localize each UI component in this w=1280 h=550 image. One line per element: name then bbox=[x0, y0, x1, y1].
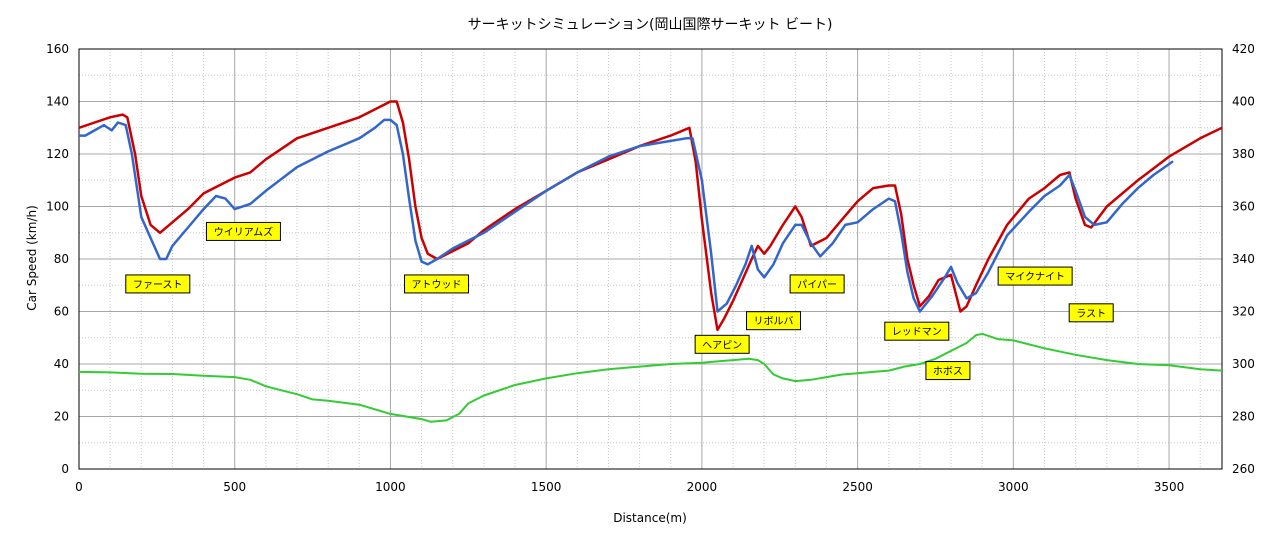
x-tick-label: 1500 bbox=[531, 480, 562, 494]
corner-label: ファースト bbox=[133, 280, 183, 291]
y2-tick-label: 320 bbox=[1232, 305, 1255, 319]
y-tick-label: 100 bbox=[46, 200, 69, 214]
chart-title: サーキットシミュレーション(岡山国際サーキット ビート) bbox=[468, 17, 833, 33]
y2-tick-label: 360 bbox=[1232, 200, 1255, 214]
corner-label-box bbox=[1068, 303, 1114, 323]
corner-label: ウイリアムズ bbox=[214, 225, 273, 238]
x-tick-label: 3500 bbox=[1154, 480, 1185, 494]
y-tick-label: 40 bbox=[54, 357, 69, 371]
y-tick-label: 120 bbox=[46, 147, 69, 161]
y-tick-label: 80 bbox=[54, 252, 69, 266]
corner-label: レッドマン bbox=[892, 327, 942, 338]
y2-tick-label: 380 bbox=[1232, 147, 1255, 161]
corner-label-box bbox=[125, 274, 191, 294]
corner-label-box bbox=[925, 361, 971, 381]
x-tick-label: 0 bbox=[75, 480, 83, 494]
corner-label-box bbox=[997, 266, 1073, 286]
corner-label: アトウッド bbox=[412, 279, 462, 291]
plot-border bbox=[78, 48, 1223, 470]
x-tick-label: 500 bbox=[223, 480, 246, 494]
y-tick-label: 140 bbox=[46, 95, 69, 109]
x-axis-label: Distance(m) bbox=[613, 511, 687, 525]
y2-tick-label: 420 bbox=[1232, 42, 1255, 56]
corner-label: パイパー bbox=[797, 279, 837, 291]
series-line-blue bbox=[79, 118, 1174, 313]
y2-tick-label: 400 bbox=[1232, 95, 1255, 109]
y-axis-label: Car Speed (km/h) bbox=[25, 205, 39, 311]
corner-label: ラスト bbox=[1076, 308, 1106, 320]
y-tick-label: 60 bbox=[54, 305, 69, 319]
y-tick-label: 0 bbox=[61, 462, 69, 476]
y2-tick-label: 280 bbox=[1232, 410, 1255, 424]
corner-label: ヘアピン bbox=[702, 339, 742, 351]
y-tick-label: 20 bbox=[54, 410, 69, 424]
corner-label-box bbox=[404, 274, 470, 294]
corner-label: リボルバ bbox=[754, 316, 794, 328]
corner-label: マイクナイト bbox=[1005, 271, 1065, 283]
x-tick-label: 3000 bbox=[998, 480, 1029, 494]
x-tick-label: 2500 bbox=[842, 480, 873, 494]
series-line-green bbox=[79, 332, 1222, 423]
y2-tick-label: 340 bbox=[1232, 252, 1255, 266]
x-tick-label: 1000 bbox=[375, 480, 406, 494]
y2-tick-label: 300 bbox=[1232, 357, 1255, 371]
corner-label-box bbox=[746, 311, 802, 331]
series-line-red bbox=[79, 100, 1222, 332]
y2-tick-label: 260 bbox=[1232, 462, 1255, 476]
corner-label-box bbox=[789, 274, 845, 294]
corner-label-box bbox=[205, 221, 281, 241]
y-tick-label: 160 bbox=[46, 42, 69, 56]
corner-label: ホボス bbox=[933, 366, 963, 378]
x-tick-label: 2000 bbox=[687, 480, 718, 494]
corner-label-box bbox=[694, 334, 750, 354]
corner-label-box bbox=[884, 321, 950, 341]
